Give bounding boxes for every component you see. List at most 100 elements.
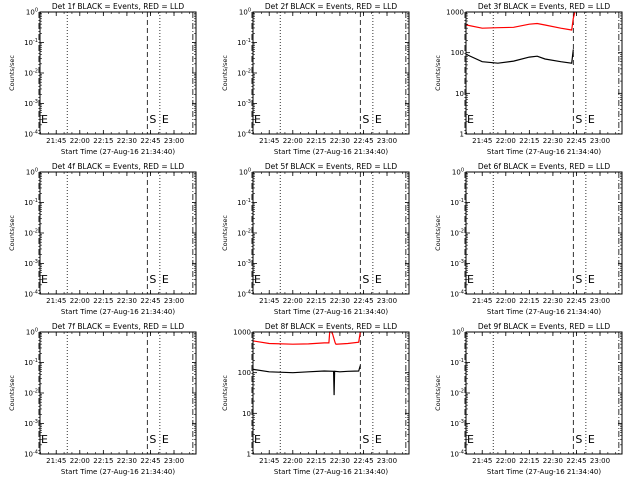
y-tick-label: 1000: [233, 329, 251, 337]
x-tick-label: 22:30: [117, 297, 137, 305]
x-tick-label: 23:00: [377, 297, 397, 305]
y-tick-label: 100: [451, 49, 464, 57]
event-marker-label: E: [41, 433, 48, 446]
y-tick-label: 10-2: [24, 389, 38, 398]
x-tick-label: 21:45: [259, 297, 279, 305]
plot-frame: [465, 331, 623, 455]
x-tick-label: 22:15: [306, 457, 326, 465]
plot-frame: [465, 11, 623, 135]
x-tick-label: 22:45: [140, 137, 160, 145]
x-tick-label: 23:00: [590, 137, 610, 145]
x-tick-label: 22:30: [117, 137, 137, 145]
y-tick-label: 1: [247, 451, 251, 459]
events-series-line: [466, 49, 574, 64]
panel-title: Det 7f BLACK = Events, RED = LLD: [52, 322, 185, 331]
detector-panel: Det 5f BLACK = Events, RED = LLD Counts/s…: [221, 162, 410, 316]
plot-frame: [252, 331, 410, 455]
x-tick-label: 23:00: [164, 457, 184, 465]
y-axis-label: Counts/sec: [8, 55, 16, 91]
x-tick-label: 22:15: [519, 297, 539, 305]
event-marker-label: E: [375, 273, 382, 286]
x-tick-label: 21:45: [46, 457, 66, 465]
y-tick-label: 10-1: [237, 198, 251, 207]
plot-frame: [39, 171, 197, 295]
y-tick-label: 10-4: [24, 130, 38, 139]
y-tick-label: 10-3: [450, 419, 464, 428]
event-marker-label: E: [588, 113, 595, 126]
detector-panel: Det 1f BLACK = Events, RED = LLD Counts/s…: [8, 2, 197, 156]
y-tick-label: 10-2: [237, 229, 251, 238]
event-marker-label: S: [575, 273, 582, 286]
x-tick-label: 22:30: [117, 457, 137, 465]
event-marker-label: S: [575, 433, 582, 446]
x-tick-label: 22:45: [353, 457, 373, 465]
event-marker-label: S: [362, 273, 369, 286]
y-tick-label: 10-4: [450, 290, 464, 299]
event-marker-label: S: [149, 273, 156, 286]
detector-panel: Det 8f BLACK = Events, RED = LLD Counts/s…: [221, 322, 410, 476]
x-tick-label: 22:45: [353, 297, 373, 305]
detector-panel: Det 3f BLACK = Events, RED = LLD Counts/s…: [434, 2, 623, 156]
panel-title: Det 9f BLACK = Events, RED = LLD: [478, 322, 611, 331]
x-tick-label: 22:00: [496, 137, 516, 145]
y-tick-label: 10-1: [24, 358, 38, 367]
x-tick-label: 21:45: [472, 457, 492, 465]
x-tick-label: 22:00: [283, 457, 303, 465]
x-tick-label: 22:15: [306, 137, 326, 145]
y-tick-label: 100: [238, 369, 251, 377]
y-axis-label: Counts/sec: [434, 55, 442, 91]
x-axis-label: Start Time (27-Aug-16 21:34:40): [274, 308, 388, 316]
event-marker-label: E: [162, 433, 169, 446]
event-marker-label: S: [149, 113, 156, 126]
y-tick-label: 10-2: [24, 229, 38, 238]
x-tick-label: 23:00: [164, 297, 184, 305]
x-tick-label: 22:45: [566, 297, 586, 305]
x-tick-label: 22:45: [353, 137, 373, 145]
y-tick-label: 10: [242, 410, 251, 418]
x-tick-label: 22:15: [519, 457, 539, 465]
event-marker-label: E: [162, 273, 169, 286]
event-marker-label: E: [162, 113, 169, 126]
detector-panel: Det 7f BLACK = Events, RED = LLD Counts/s…: [8, 322, 197, 476]
panel-title: Det 1f BLACK = Events, RED = LLD: [52, 2, 185, 11]
y-tick-label: 10-2: [450, 229, 464, 238]
event-marker-label: S: [362, 113, 369, 126]
x-tick-label: 23:00: [590, 297, 610, 305]
x-tick-label: 21:45: [46, 137, 66, 145]
event-marker-label: E: [41, 113, 48, 126]
x-tick-label: 22:30: [543, 457, 563, 465]
plot-frame: [465, 171, 623, 295]
panel-title: Det 2f BLACK = Events, RED = LLD: [265, 2, 398, 11]
panel-title: Det 3f BLACK = Events, RED = LLD: [478, 2, 611, 11]
y-axis-label: Counts/sec: [221, 375, 229, 411]
x-tick-label: 22:15: [519, 137, 539, 145]
y-tick-label: 100: [452, 328, 464, 337]
x-axis-label: Start Time (27-Aug-16 21:34:40): [487, 468, 601, 476]
x-axis-label: Start Time (27-Aug-16 21:34:40): [61, 308, 175, 316]
event-marker-label: E: [588, 273, 595, 286]
event-marker-label: E: [254, 273, 261, 286]
lld-series-line: [466, 11, 576, 31]
x-axis-label: Start Time (27-Aug-16 21:34:40): [61, 148, 175, 156]
event-marker-label: E: [467, 433, 474, 446]
plot-frame: [252, 171, 410, 295]
y-tick-label: 10-1: [24, 38, 38, 47]
x-tick-label: 22:15: [93, 297, 113, 305]
y-tick-label: 10-1: [24, 198, 38, 207]
y-axis-label: Counts/sec: [8, 375, 16, 411]
y-tick-label: 100: [239, 8, 251, 17]
x-tick-label: 22:30: [543, 137, 563, 145]
event-marker-label: E: [254, 113, 261, 126]
x-tick-label: 23:00: [377, 137, 397, 145]
y-tick-label: 10-2: [237, 69, 251, 78]
event-marker-label: E: [588, 433, 595, 446]
y-tick-label: 10-3: [24, 419, 38, 428]
y-tick-label: 10: [455, 90, 464, 98]
y-tick-label: 10-4: [24, 450, 38, 459]
y-tick-label: 10-1: [237, 38, 251, 47]
x-tick-label: 22:45: [140, 457, 160, 465]
x-tick-label: 21:45: [259, 457, 279, 465]
plot-frame: [39, 11, 197, 135]
x-axis-label: Start Time (27-Aug-16 21:34:40): [274, 148, 388, 156]
